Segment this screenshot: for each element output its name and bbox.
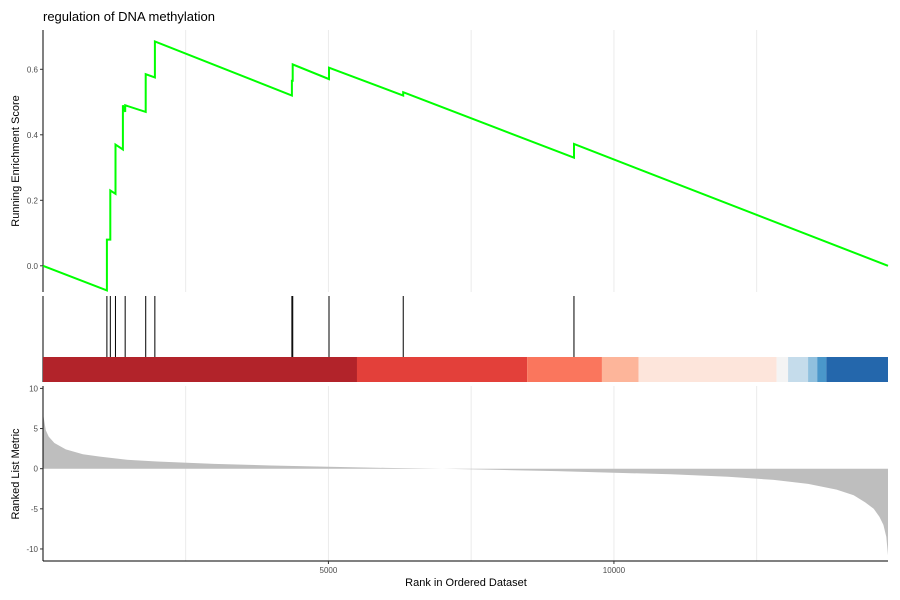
hits-panel (42, 296, 888, 382)
x-axis-label: Rank in Ordered Dataset (405, 577, 527, 589)
hit-lines (106, 296, 575, 357)
y-tick-label: 0.6 (27, 65, 39, 74)
x-tick-label: 5000 (320, 566, 338, 575)
color-bar-segment (43, 357, 357, 382)
running-score-panel: Running Enrichment Score 0.0 0.2 0.4 0.6 (10, 30, 889, 292)
color-bar-segment (808, 357, 818, 382)
rank-color-bar (43, 357, 888, 382)
running-score-y-ticks: 0.0 0.2 0.4 0.6 (27, 65, 43, 271)
color-bar-segment (638, 357, 777, 382)
color-bar-segment (356, 357, 528, 382)
y-tick-label: 0.2 (27, 196, 39, 205)
color-bar-segment (817, 357, 827, 382)
y-tick-label: -10 (26, 545, 38, 554)
color-bar-segment (776, 357, 789, 382)
color-bar-segment (527, 357, 602, 382)
y-tick-label: 0.0 (27, 262, 39, 271)
color-bar-segment (826, 357, 888, 382)
ranked-metric-y-label: Ranked List Metric (10, 428, 22, 520)
color-bar-segment (788, 357, 809, 382)
chart-title: regulation of DNA methylation (43, 9, 215, 24)
y-tick-label: 5 (34, 425, 39, 434)
color-bar-segment (601, 357, 639, 382)
ranked-metric-area (43, 404, 888, 556)
x-grid (185, 30, 758, 561)
ranked-metric-y-ticks: 10 5 0 -5 -10 (26, 384, 43, 554)
x-axis-ticks: 5000 10000 (320, 561, 626, 575)
ranked-metric-panel: Ranked List Metric 10 5 0 -5 -10 5000 10000 R… (10, 384, 888, 589)
running-score-line (42, 40, 889, 292)
y-tick-label: -5 (31, 505, 39, 514)
x-tick-label: 10000 (603, 566, 626, 575)
y-tick-label: 0 (34, 465, 39, 474)
running-score-y-label: Running Enrichment Score (10, 95, 22, 226)
y-tick-label: 0.4 (27, 131, 39, 140)
y-tick-label: 10 (29, 384, 38, 393)
